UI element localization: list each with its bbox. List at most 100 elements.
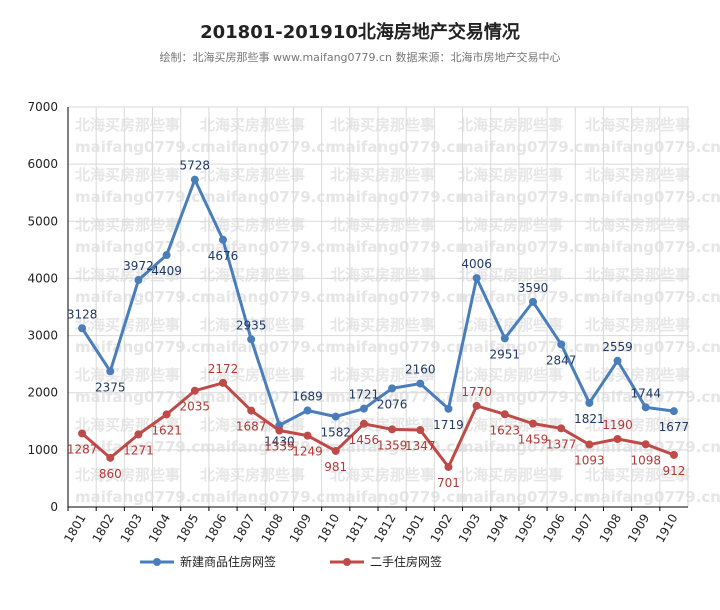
data-point — [106, 453, 115, 462]
data-label: 1093 — [574, 454, 605, 468]
data-point — [529, 297, 537, 306]
data-point — [247, 335, 256, 344]
y-tick-label: 2000 — [27, 386, 58, 400]
data-label: 1821 — [574, 412, 605, 426]
legend: 新建商品住房网签 二手住房网签 — [140, 554, 442, 569]
watermark-url: maifang0779.cn — [75, 238, 211, 256]
watermark-url: maifang0779.cn — [585, 338, 720, 356]
data-point — [388, 384, 397, 393]
data-point — [190, 175, 199, 184]
data-label: 1721 — [349, 388, 380, 402]
watermark-url: maifang0779.cn — [585, 488, 720, 506]
x-tick-label: 1805 — [174, 512, 201, 545]
data-label: 2035 — [180, 400, 211, 414]
watermark-url: maifang0779.cn — [330, 488, 466, 506]
data-point — [669, 407, 678, 416]
watermark-text: 北海买房那些事 — [458, 316, 563, 334]
data-label: 1287 — [67, 442, 98, 456]
data-point — [444, 462, 453, 471]
x-tick-label: 1810 — [315, 512, 342, 545]
watermark-text: 北海买房那些事 — [200, 466, 305, 484]
watermark-text: 北海买房那些事 — [330, 366, 435, 384]
x-tick-label: 1804 — [146, 512, 173, 545]
watermark-url: maifang0779.cn — [75, 338, 211, 356]
data-point — [669, 450, 678, 459]
watermark-url: maifang0779.cn — [458, 438, 594, 456]
y-tick-label: 3000 — [27, 329, 58, 343]
x-tick-label: 1907 — [569, 512, 596, 545]
x-tick-label: 1802 — [89, 512, 116, 545]
watermark-text: 北海买房那些事 — [330, 166, 435, 184]
data-label: 912 — [662, 464, 685, 478]
data-label: 1719 — [433, 418, 464, 432]
watermark-url: maifang0779.cn — [585, 238, 720, 256]
data-label: 1689 — [292, 389, 323, 403]
data-point — [613, 356, 622, 365]
watermark-url: maifang0779.cn — [458, 188, 594, 206]
watermark-text: 北海买房那些事 — [585, 266, 690, 284]
data-label: 1744 — [630, 386, 661, 400]
data-point — [275, 426, 284, 435]
watermark-url: maifang0779.cn — [200, 288, 336, 306]
data-label: 1621 — [151, 423, 182, 437]
data-point — [444, 404, 453, 413]
data-point — [416, 426, 425, 435]
data-label: 1677 — [659, 420, 690, 434]
x-tick-label: 1809 — [287, 512, 314, 545]
data-point — [529, 419, 537, 428]
data-label: 2172 — [208, 362, 239, 376]
data-point — [641, 403, 650, 412]
data-point — [472, 274, 481, 283]
data-label: 860 — [99, 467, 122, 481]
watermark-text: 北海买房那些事 — [585, 316, 690, 334]
watermark-text: 北海买房那些事 — [200, 366, 305, 384]
data-label: 1459 — [518, 433, 549, 447]
y-tick-label: 7000 — [27, 100, 58, 114]
watermark-text: 北海买房那些事 — [75, 416, 180, 434]
watermark-text: 北海买房那些事 — [200, 266, 305, 284]
x-tick-label: 1904 — [484, 512, 511, 545]
data-label: 5728 — [180, 159, 211, 173]
data-point — [162, 410, 171, 419]
data-label: 2076 — [377, 397, 408, 411]
data-label: 1271 — [123, 443, 154, 457]
data-label: 4006 — [461, 257, 492, 271]
watermark-url: maifang0779.cn — [585, 188, 720, 206]
series-line-new-homes — [80, 178, 675, 427]
data-point — [219, 235, 227, 244]
x-tick-label: 1803 — [118, 512, 145, 545]
data-label: 3128 — [67, 307, 98, 321]
data-label: 1098 — [630, 453, 661, 467]
legend-swatch-marker — [153, 558, 161, 566]
data-point — [331, 446, 340, 455]
x-tick-label: 1812 — [371, 512, 398, 545]
watermark-text: 北海买房那些事 — [330, 266, 435, 284]
data-point — [78, 429, 87, 438]
watermark-url: maifang0779.cn — [585, 288, 720, 306]
data-point — [331, 412, 340, 421]
watermark-text: 北海买房那些事 — [585, 416, 690, 434]
watermark-url: maifang0779.cn — [458, 238, 594, 256]
data-label: 981 — [324, 460, 347, 474]
watermark-url: maifang0779.cn — [330, 438, 466, 456]
watermark-text: 北海买房那些事 — [200, 116, 305, 134]
data-point — [134, 430, 143, 439]
data-label: 1582 — [320, 426, 351, 440]
data-point — [219, 378, 227, 387]
data-label: 1770 — [461, 385, 492, 399]
data-label: 1456 — [349, 433, 380, 447]
watermark-url: maifang0779.cn — [330, 238, 466, 256]
watermark-text: 北海买房那些事 — [330, 216, 435, 234]
legend-label: 二手住房网签 — [370, 554, 442, 569]
watermark-text: 北海买房那些事 — [585, 216, 690, 234]
watermark-text: 北海买房那些事 — [75, 266, 180, 284]
watermark-url: maifang0779.cn — [200, 438, 336, 456]
watermark-text: 北海买房那些事 — [330, 316, 435, 334]
watermark-url: maifang0779.cn — [200, 338, 336, 356]
x-tick-label: 1905 — [512, 512, 539, 545]
watermark-text: 北海买房那些事 — [458, 366, 563, 384]
data-label: 1377 — [546, 437, 577, 451]
data-label: 1430 — [264, 434, 295, 448]
y-tick-label: 5000 — [27, 214, 58, 228]
watermark-text: 北海买房那些事 — [585, 366, 690, 384]
